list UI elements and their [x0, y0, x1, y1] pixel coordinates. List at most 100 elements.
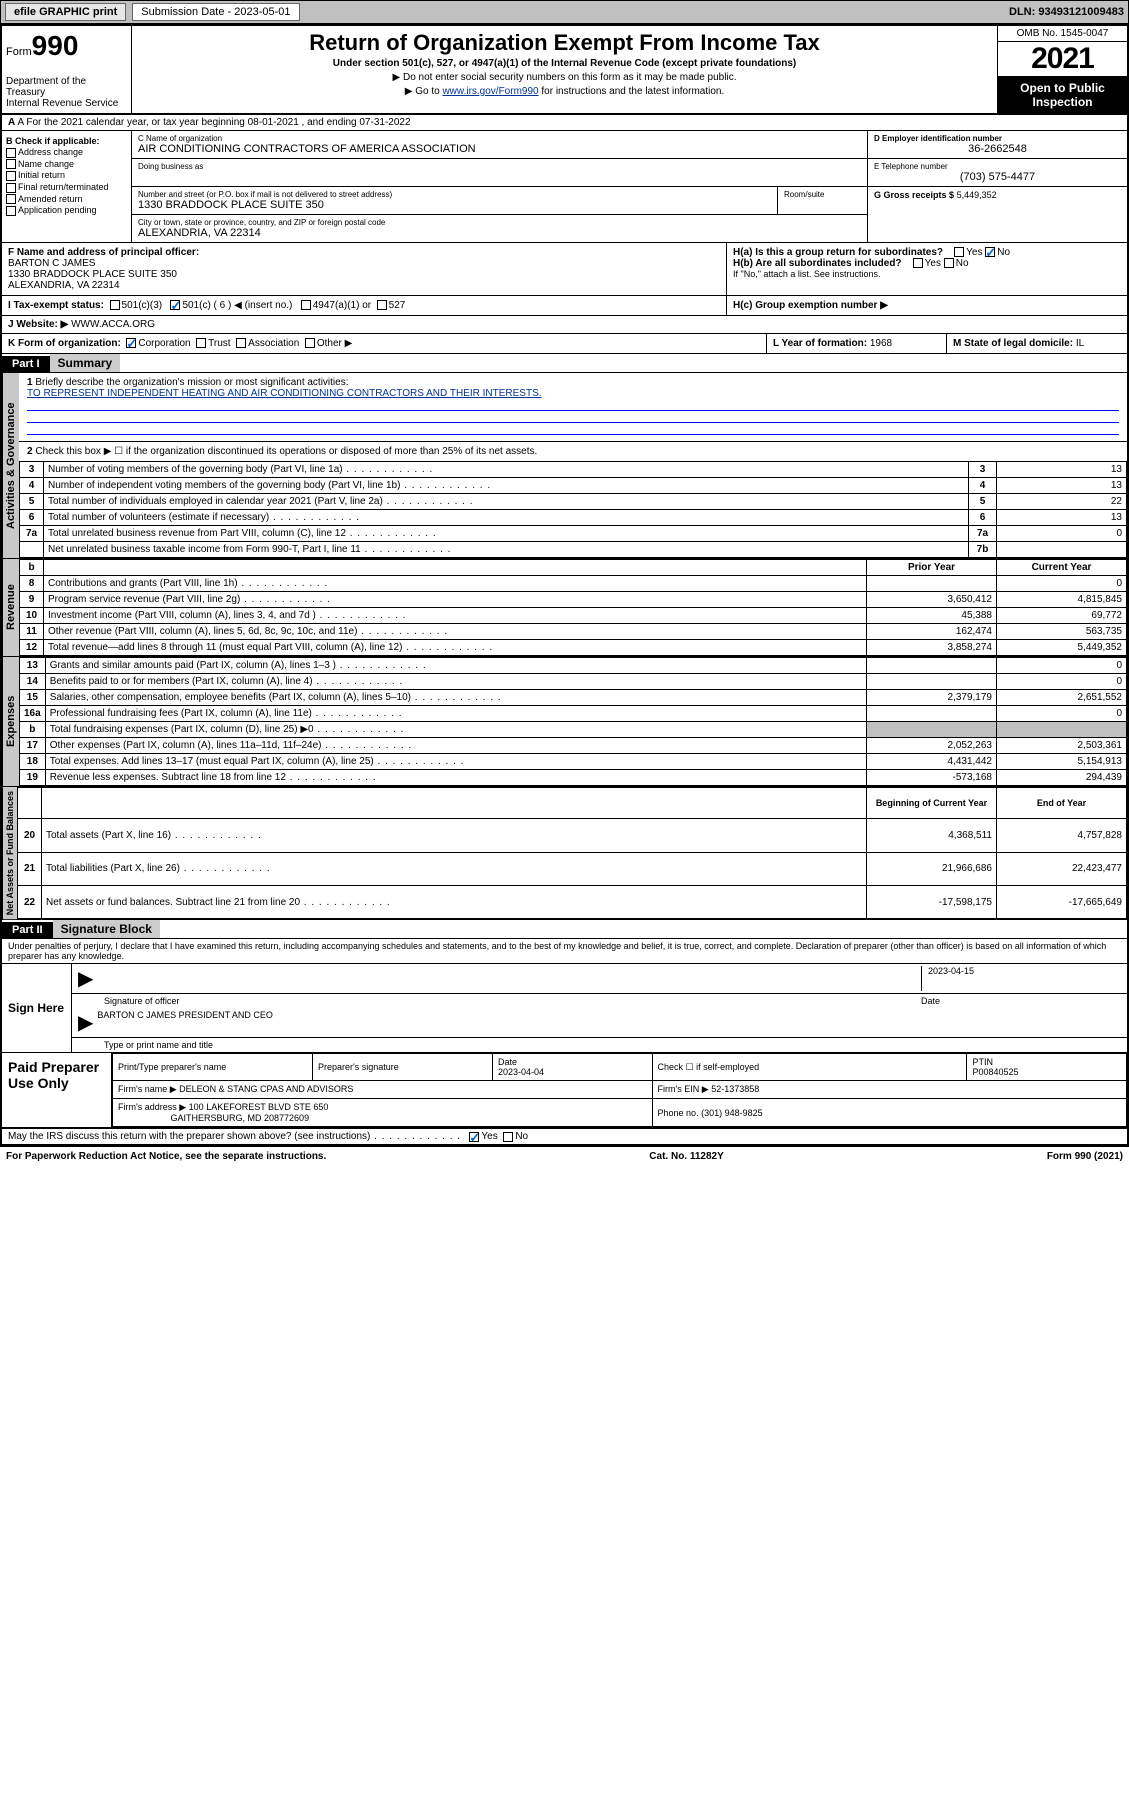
- irs-link[interactable]: www.irs.gov/Form990: [442, 86, 538, 97]
- street-label: Number and street (or P.O. box if mail i…: [138, 190, 771, 199]
- table-row: 10Investment income (Part VIII, column (…: [20, 608, 1127, 624]
- dept-label: Department of the Treasury Internal Reve…: [6, 76, 127, 109]
- table-row: 18Total expenses. Add lines 13–17 (must …: [20, 754, 1127, 770]
- sign-here: Sign Here ▶2023-04-15 Signature of offic…: [2, 964, 1127, 1053]
- firm-name: DELEON & STANG CPAS AND ADVISORS: [179, 1084, 353, 1094]
- ssn-note: ▶ Do not enter social security numbers o…: [138, 72, 991, 83]
- ein-label: D Employer identification number: [874, 134, 1002, 143]
- table-row: 14Benefits paid to or for members (Part …: [20, 674, 1127, 690]
- form-number: Form990: [6, 30, 127, 62]
- box-b: B Check if applicable: Address change Na…: [2, 131, 132, 242]
- ptin-label: PTIN: [972, 1057, 993, 1067]
- self-emp-label: Check ☐ if self-employed: [652, 1054, 967, 1081]
- mission-text: TO REPRESENT INDEPENDENT HEATING AND AIR…: [27, 388, 1119, 399]
- table-row: 6Total number of volunteers (estimate if…: [20, 510, 1127, 526]
- dba-label: Doing business as: [138, 162, 861, 171]
- table-row: 13Grants and similar amounts paid (Part …: [20, 658, 1127, 674]
- entity-block: B Check if applicable: Address change Na…: [2, 131, 1127, 243]
- revenue-table: bPrior YearCurrent Year 8Contributions a…: [19, 559, 1127, 656]
- phone: (703) 575-4477: [874, 171, 1121, 183]
- officer-sig-name: BARTON C JAMES PRESIDENT AND CEO: [97, 1010, 1121, 1035]
- gross-receipts: 5,449,352: [957, 190, 997, 200]
- room-label: Room/suite: [784, 190, 861, 199]
- sig-officer-label: Signature of officer: [78, 996, 921, 1006]
- prep-name-label: Print/Type preparer's name: [113, 1054, 313, 1081]
- h-c: H(c) Group exemption number ▶: [727, 296, 1127, 315]
- part1-header: Part ISummary: [2, 354, 1127, 373]
- h-b-note: If "No," attach a list. See instructions…: [733, 269, 1121, 279]
- officer-city: ALEXANDRIA, VA 22314: [8, 280, 720, 291]
- table-row: 11Other revenue (Part VIII, column (A), …: [20, 624, 1127, 640]
- vtab-activities: Activities & Governance: [2, 373, 19, 558]
- goto-note: ▶ Go to www.irs.gov/Form990 for instruct…: [138, 86, 991, 97]
- line-m: M State of legal domicile: IL: [947, 334, 1127, 353]
- q2: Check this box ▶ ☐ if the organization d…: [35, 446, 537, 457]
- cat-no: Cat. No. 11282Y: [649, 1151, 723, 1162]
- sig-date-label: Date: [921, 996, 1121, 1006]
- table-row: 17Other expenses (Part IX, column (A), l…: [20, 738, 1127, 754]
- sig-declaration: Under penalties of perjury, I declare th…: [2, 939, 1127, 964]
- line-k: K Form of organization: Corporation Trus…: [2, 334, 767, 353]
- firm-addr2: GAITHERSBURG, MD 208772609: [171, 1113, 310, 1123]
- open-to-public: Open to Public Inspection: [998, 77, 1127, 113]
- officer-block: F Name and address of principal officer:…: [2, 243, 1127, 296]
- page-footer: For Paperwork Reduction Act Notice, see …: [0, 1147, 1129, 1166]
- org-name: AIR CONDITIONING CONTRACTORS OF AMERICA …: [138, 143, 861, 155]
- table-row: 22Net assets or fund balances. Subtract …: [18, 885, 1127, 918]
- street: 1330 BRADDOCK PLACE SUITE 350: [138, 199, 771, 211]
- prep-date-label: Date: [498, 1057, 517, 1067]
- table-row: 3Number of voting members of the governi…: [20, 462, 1127, 478]
- table-row: 21Total liabilities (Part X, line 26)21,…: [18, 852, 1127, 885]
- website: WWW.ACCA.ORG: [71, 319, 155, 330]
- expenses-table: 13Grants and similar amounts paid (Part …: [19, 657, 1127, 786]
- firm-label: Firm's name ▶: [118, 1084, 177, 1094]
- table-row: Net unrelated business taxable income fr…: [20, 542, 1127, 558]
- paid-preparer: Paid Preparer Use Only Print/Type prepar…: [2, 1053, 1127, 1129]
- city-label: City or town, state or province, country…: [138, 218, 861, 227]
- prep-sig-label: Preparer's signature: [313, 1054, 493, 1081]
- table-row: 7aTotal unrelated business revenue from …: [20, 526, 1127, 542]
- activities-table: 3Number of voting members of the governi…: [19, 461, 1127, 558]
- table-row: bTotal fundraising expenses (Part IX, co…: [20, 722, 1127, 738]
- officer-street: 1330 BRADDOCK PLACE SUITE 350: [8, 269, 720, 280]
- table-row: 9Program service revenue (Part VIII, lin…: [20, 592, 1127, 608]
- line-i: I Tax-exempt status: 501(c)(3) 501(c) ( …: [2, 296, 727, 315]
- table-row: 16aProfessional fundraising fees (Part I…: [20, 706, 1127, 722]
- table-row: 19Revenue less expenses. Subtract line 1…: [20, 770, 1127, 786]
- part2-header: Part IISignature Block: [2, 920, 1127, 939]
- line-j: J Website: ▶ WWW.ACCA.ORG: [2, 316, 1127, 334]
- org-name-label: C Name of organization: [138, 134, 861, 143]
- table-row: 15Salaries, other compensation, employee…: [20, 690, 1127, 706]
- ein: 36-2662548: [874, 143, 1121, 155]
- vtab-expenses: Expenses: [2, 657, 19, 786]
- firm-ein: 52-1373858: [711, 1084, 759, 1094]
- form-subtitle: Under section 501(c), 527, or 4947(a)(1)…: [138, 58, 991, 69]
- efile-print-button[interactable]: efile GRAPHIC print: [5, 3, 126, 21]
- firm-addr1: 100 LAKEFOREST BLVD STE 650: [189, 1102, 329, 1112]
- form-title: Return of Organization Exempt From Incom…: [138, 30, 991, 56]
- table-row: 12Total revenue—add lines 8 through 11 (…: [20, 640, 1127, 656]
- table-row: 4Number of independent voting members of…: [20, 478, 1127, 494]
- vtab-revenue: Revenue: [2, 559, 19, 656]
- officer-label: F Name and address of principal officer:: [8, 247, 199, 258]
- firm-addr-label: Firm's address ▶: [118, 1102, 186, 1112]
- officer-sig-name-label: Type or print name and title: [78, 1040, 213, 1050]
- form-body: Form990 Department of the Treasury Inter…: [0, 24, 1129, 1147]
- officer-name: BARTON C JAMES: [8, 258, 720, 269]
- form-header: Form990 Department of the Treasury Inter…: [2, 26, 1127, 115]
- line-l: L Year of formation: 1968: [767, 334, 947, 353]
- paperwork-notice: For Paperwork Reduction Act Notice, see …: [6, 1151, 326, 1162]
- dln-label: DLN: 93493121009483: [1009, 6, 1124, 18]
- netassets-table: Beginning of Current YearEnd of Year 20T…: [17, 787, 1127, 919]
- table-row: 8Contributions and grants (Part VIII, li…: [20, 576, 1127, 592]
- ptin: P00840525: [972, 1067, 1018, 1077]
- table-row: 5Total number of individuals employed in…: [20, 494, 1127, 510]
- tax-year: 2021: [998, 42, 1127, 77]
- firm-phone-label: Phone no.: [658, 1108, 699, 1118]
- vtab-netassets: Net Assets or Fund Balances: [2, 787, 17, 919]
- omb-number: OMB No. 1545-0047: [998, 26, 1127, 42]
- table-row: 20Total assets (Part X, line 16)4,368,51…: [18, 819, 1127, 852]
- line-a: A A For the 2021 calendar year, or tax y…: [2, 115, 1127, 131]
- h-a: H(a) Is this a group return for subordin…: [733, 247, 1121, 258]
- h-b: H(b) Are all subordinates included? Yes …: [733, 258, 1121, 269]
